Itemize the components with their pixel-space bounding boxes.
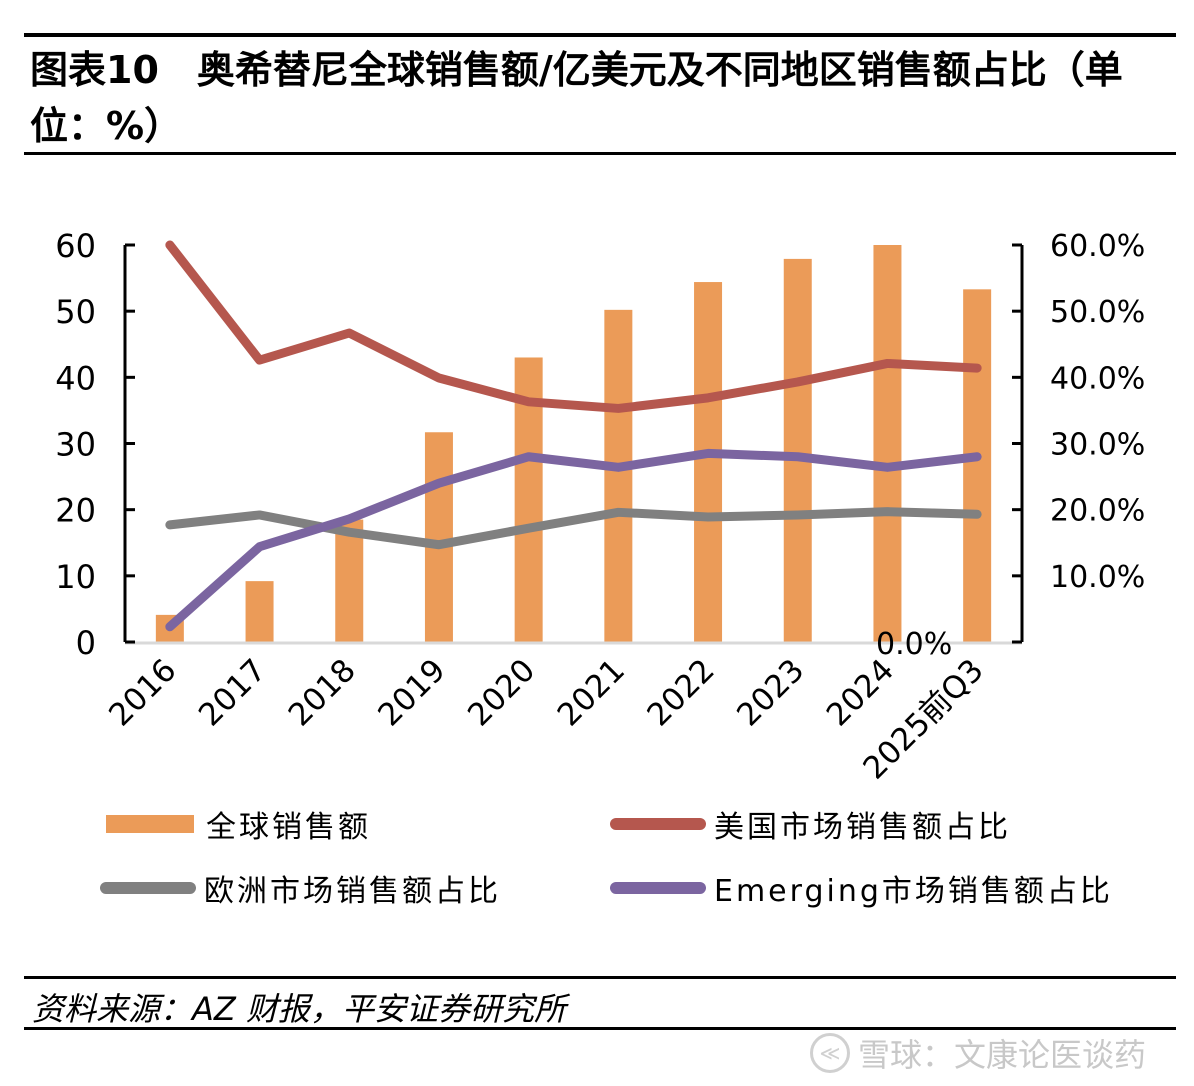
right-tick-label: 30.0% — [1050, 428, 1145, 463]
xueqiu-logo-icon: ≪ — [810, 1033, 850, 1073]
bar-2022 — [694, 282, 723, 642]
left-tick-label: 30 — [55, 426, 96, 464]
line-series-1 — [165, 240, 982, 413]
chart: 0 10 20 30 40 50 60 0.0% 10.0% 20.0% 30.0% 40.0% 50.… — [55, 227, 1145, 787]
line-point-2-0 — [169, 524, 171, 526]
right-tick-label: 10.0% — [1050, 560, 1145, 595]
line-point-1-2 — [348, 332, 350, 334]
line-point-1-3 — [438, 377, 440, 379]
source-top-rule — [24, 976, 1176, 979]
x-tick-label: 2022 — [640, 652, 721, 733]
line-point-3-0 — [169, 626, 171, 628]
legend-label: Emerging市场销售额占比 — [714, 874, 1113, 909]
line-point-1-4 — [528, 401, 530, 403]
line-point-1-6 — [707, 397, 709, 399]
line-point-2-2 — [348, 531, 350, 533]
bar-2025前Q3 — [963, 289, 992, 642]
left-tick-label: 0 — [76, 624, 96, 662]
right-tick-label: 20.0% — [1050, 494, 1145, 529]
bar-2023 — [783, 258, 812, 642]
line-point-3-8 — [886, 466, 888, 468]
left-tick-label: 20 — [55, 492, 96, 530]
x-tick-label: 2021 — [551, 652, 632, 733]
right-tick-label: 60.0% — [1050, 229, 1145, 264]
line-point-2-9 — [976, 513, 978, 515]
right-tick-label: 50.0% — [1050, 295, 1145, 330]
bar-2021 — [604, 309, 633, 642]
line-point-2-4 — [528, 527, 530, 529]
line-series-3 — [165, 448, 982, 632]
title-rule — [24, 152, 1176, 155]
line-point-3-4 — [528, 456, 530, 458]
legend-item-eu-share: 欧洲市场销售额占比 — [100, 866, 501, 910]
legend-item-emerging-share: Emerging市场销售额占比 — [610, 866, 1113, 910]
line-point-3-6 — [707, 452, 709, 454]
legend-label: 欧洲市场销售额占比 — [204, 874, 501, 909]
left-tick-label: 60 — [55, 227, 96, 265]
line-point-3-7 — [797, 456, 799, 458]
line-point-3-1 — [259, 546, 261, 548]
x-tick-label: 2018 — [282, 652, 363, 733]
legend-swatch-bar — [106, 815, 194, 833]
bar-2019 — [424, 432, 453, 642]
line-point-2-7 — [797, 514, 799, 516]
x-tick-label: 2023 — [730, 652, 811, 733]
bar-2024 — [873, 245, 902, 642]
legend-swatch-line — [100, 882, 196, 894]
legend-swatch-line — [610, 882, 706, 894]
line-point-2-1 — [259, 514, 261, 516]
line-point-3-3 — [438, 482, 440, 484]
x-tick-label: 2020 — [461, 652, 542, 733]
bar-2018 — [335, 519, 364, 642]
line-point-1-5 — [617, 407, 619, 409]
source-note: 资料来源：AZ 财报，平安证券研究所 — [32, 990, 566, 1028]
watermark-text: 雪球：文康论医谈药 — [858, 1036, 1147, 1074]
right-tick-label: 40.0% — [1050, 361, 1145, 396]
x-tick-label: 2016 — [102, 652, 183, 733]
line-series-2 — [165, 507, 982, 550]
line-point-2-6 — [707, 516, 709, 518]
right-tick-label: 0.0% — [876, 627, 952, 662]
legend-item-us-share: 美国市场销售额占比 — [610, 802, 1011, 846]
top-rule — [24, 33, 1176, 37]
line-point-1-7 — [797, 381, 799, 383]
line-point-3-9 — [976, 456, 978, 458]
left-tick-label: 10 — [55, 558, 96, 596]
legend-swatch-line — [610, 818, 706, 830]
legend-label: 美国市场销售额占比 — [714, 810, 1011, 845]
line-point-3-5 — [617, 466, 619, 468]
left-tick-label: 50 — [55, 293, 96, 331]
watermark: ≪ 雪球：文康论医谈药 — [810, 1030, 1146, 1076]
line-point-2-5 — [617, 511, 619, 513]
legend-item-global-sales: 全球销售额 — [106, 802, 371, 846]
line-point-2-8 — [886, 511, 888, 513]
x-tick-label: 2017 — [192, 652, 273, 733]
chart-title: 图表10 奥希替尼全球销售额/亿美元及不同地区销售额占比（单位：%） — [30, 48, 1123, 148]
x-tick-label: 2019 — [371, 652, 452, 733]
line-point-1-0 — [169, 244, 171, 246]
line-point-1-9 — [976, 367, 978, 369]
source-bottom-rule — [24, 1027, 1176, 1030]
line-point-2-3 — [438, 544, 440, 546]
bar-2017 — [245, 581, 274, 642]
legend-label: 全球销售额 — [206, 810, 371, 845]
x-tick-label: 2024 — [820, 652, 901, 733]
line-point-3-2 — [348, 518, 350, 520]
line-point-1-1 — [259, 359, 261, 361]
line-point-1-8 — [886, 362, 888, 364]
left-tick-label: 40 — [55, 359, 96, 397]
